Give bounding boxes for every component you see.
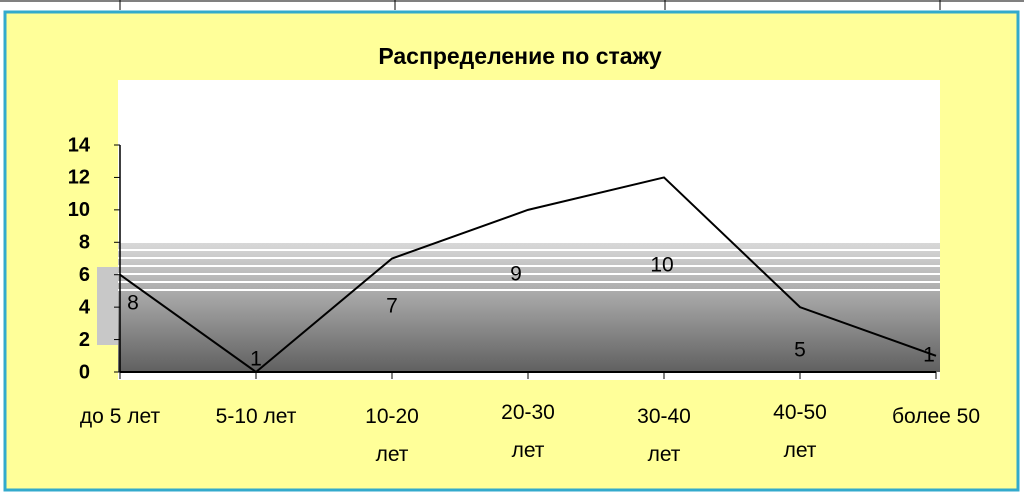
x-tick-label: более 50 [891, 405, 981, 428]
annotation: 1 [923, 344, 935, 367]
line [119, 176, 937, 374]
annotation: 8 [127, 292, 139, 315]
x-tick-label: 10-20 лет [365, 405, 419, 466]
chart-title: Распределение по стажу [378, 43, 662, 69]
x-tick-label: 40-50 лет [773, 401, 827, 462]
annotation: 5 [794, 339, 806, 362]
y-tick-label: 12 [68, 167, 90, 189]
x-tick-label: до 5 лет [79, 405, 161, 428]
shade [118, 243, 940, 372]
x-tick-label: 5-10 лет [215, 405, 297, 428]
y-tick-label: 4 [79, 296, 91, 318]
y-tick-label: 2 [79, 329, 90, 351]
annotation: 9 [510, 263, 522, 286]
x-tick-label: 20-30 лет [501, 401, 555, 462]
y-tick-label: 8 [79, 232, 90, 254]
annotation: 10 [650, 254, 673, 277]
shade [97, 267, 118, 345]
y-tick-label: 14 [68, 134, 91, 156]
y-tick-label: 6 [79, 264, 90, 286]
y-tick-label: 0 [79, 361, 90, 383]
y-tick-label: 10 [68, 199, 90, 221]
stripes [118, 249, 940, 291]
x-tick-label: 30-40 лет [637, 405, 691, 466]
annotation: 1 [250, 348, 262, 371]
annotation: 7 [386, 295, 398, 318]
